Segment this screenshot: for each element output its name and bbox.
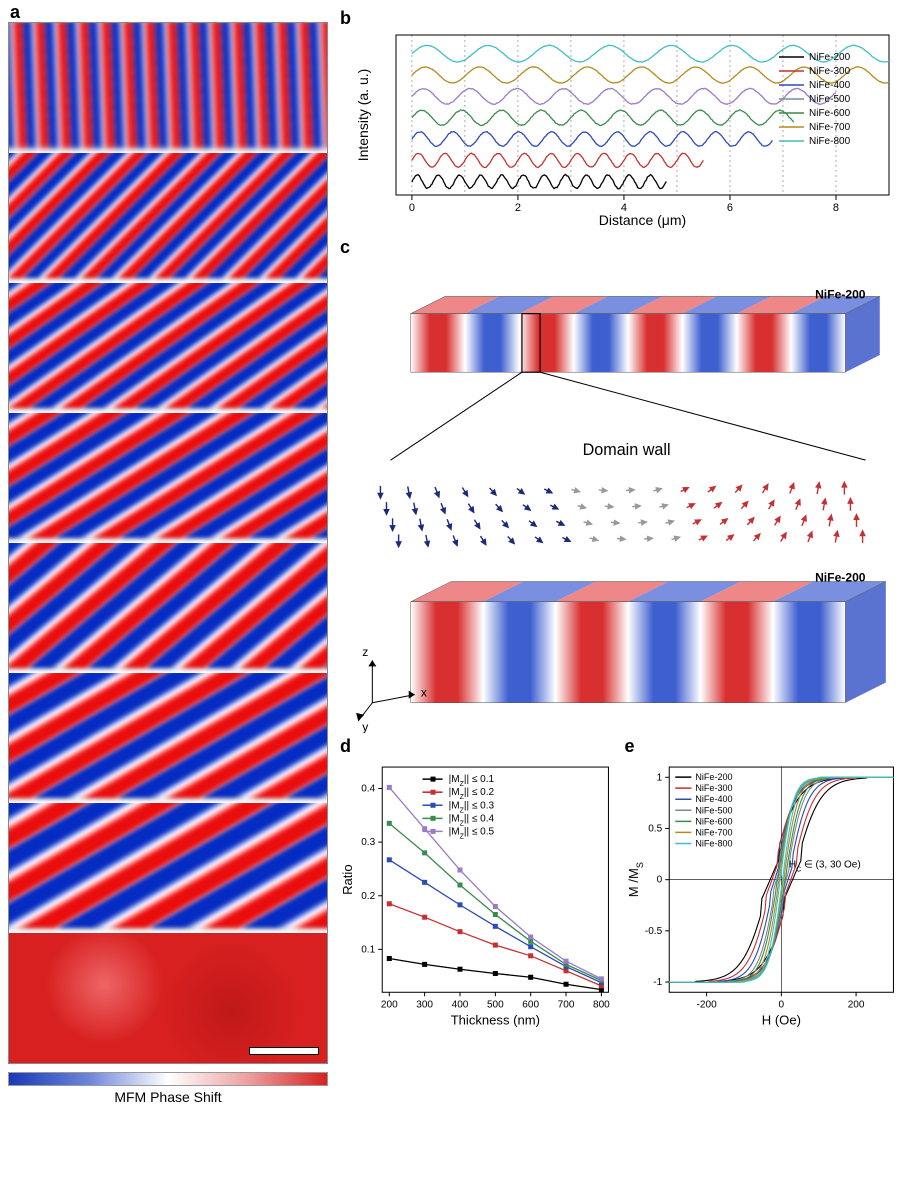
panel-a: a NiFe-200NiFe-300NiFe-400NiFe-500NiFe-6…	[8, 8, 328, 1105]
svg-text:Intensity (a. u.): Intensity (a. u.)	[355, 69, 371, 162]
colorbar-wrap: MFM Phase Shift	[8, 1072, 328, 1105]
svg-text:Thickness (nm): Thickness (nm)	[451, 1012, 540, 1027]
mfm-image-under-m	[9, 933, 327, 1063]
panel-c: c NiFe-200Domain wallNiFe-200xyz	[340, 237, 901, 728]
svg-text:0.4: 0.4	[361, 784, 375, 795]
svg-text:|MZ|| ≤ 0.2: |MZ|| ≤ 0.2	[449, 787, 495, 801]
panel-c-label: c	[340, 237, 350, 257]
right-column: b 02468Distance (μm)Intensity (a. u.)NiF…	[340, 8, 901, 1105]
svg-text:M /MS: M /MS	[626, 862, 645, 897]
chart-b: 02468Distance (μm)Intensity (a. u.)NiFe-…	[352, 29, 901, 229]
mfm-image	[9, 283, 327, 409]
svg-text:NiFe-200: NiFe-200	[695, 772, 732, 782]
svg-text:0: 0	[409, 202, 415, 214]
svg-text:400: 400	[452, 999, 469, 1010]
svg-text:Ratio: Ratio	[340, 864, 355, 895]
panel-e: e -200 0 200 -1 -0.5 0 0.5 1 H (Oe) M /MS NiFe-200…	[625, 736, 902, 1027]
svg-text:800: 800	[593, 999, 610, 1010]
svg-text:NiFe-200: NiFe-200	[815, 287, 866, 301]
svg-text:200: 200	[381, 999, 398, 1010]
svg-text:0.2: 0.2	[361, 891, 375, 902]
panel-d-label: d	[340, 736, 351, 756]
svg-text:0.1: 0.1	[361, 944, 375, 955]
svg-text:2: 2	[515, 202, 521, 214]
svg-text:500: 500	[487, 999, 504, 1010]
svg-text:NiFe-600: NiFe-600	[695, 816, 732, 826]
svg-text:8: 8	[833, 202, 839, 214]
svg-text:700: 700	[558, 999, 575, 1010]
svg-text:NiFe-600: NiFe-600	[809, 108, 851, 119]
svg-text:-1: -1	[653, 977, 662, 988]
svg-text:|MZ|| ≤ 0.4: |MZ|| ≤ 0.4	[449, 813, 495, 827]
svg-text:NiFe-400: NiFe-400	[695, 794, 732, 804]
panel-c-diagram: NiFe-200Domain wallNiFe-200xyz	[340, 258, 901, 728]
svg-text:|MZ|| ≤ 0.3: |MZ|| ≤ 0.3	[449, 800, 495, 814]
svg-text:NiFe-200: NiFe-200	[809, 52, 851, 63]
mfm-image-stack: NiFe-200NiFe-300NiFe-400NiFe-500NiFe-600…	[8, 22, 328, 1064]
svg-text:|MZ|| ≤ 0.5: |MZ|| ≤ 0.5	[449, 826, 495, 840]
panels-d-e-row: d 200 300 400 500 600 700 800 0.1 0.2 0.3 0.4 Thick…	[340, 736, 901, 1027]
mfm-image	[9, 803, 327, 929]
svg-text:NiFe-700: NiFe-700	[809, 122, 851, 133]
svg-text:NiFe-800: NiFe-800	[695, 838, 732, 848]
svg-text:|MZ|| ≤ 0.1: |MZ|| ≤ 0.1	[449, 774, 495, 788]
svg-text:6: 6	[727, 202, 733, 214]
svg-text:NiFe-200: NiFe-200	[815, 570, 866, 584]
chart-e: -2000200-1-0.500.51H (Oe)M /MSNiFe-200Ni…	[625, 757, 902, 1027]
svg-text:NiFe-300: NiFe-300	[695, 783, 732, 793]
scale-bar	[249, 1047, 319, 1055]
colorbar-label: MFM Phase Shift	[8, 1089, 328, 1105]
svg-text:Domain wall: Domain wall	[583, 441, 671, 459]
svg-text:200: 200	[847, 999, 864, 1010]
svg-text:NiFe-500: NiFe-500	[695, 805, 732, 815]
colorbar	[8, 1072, 328, 1086]
svg-text:H (Oe): H (Oe)	[761, 1012, 800, 1027]
svg-text:600: 600	[522, 999, 539, 1010]
panel-e-label: e	[625, 736, 635, 756]
panel-d: d 200 300 400 500 600 700 800 0.1 0.2 0.3 0.4 Thick…	[340, 736, 617, 1027]
svg-text:Distance (μm): Distance (μm)	[599, 212, 686, 228]
svg-text:z: z	[362, 645, 368, 659]
svg-text:-0.5: -0.5	[644, 926, 662, 937]
svg-text:0: 0	[778, 999, 784, 1010]
svg-text:0.5: 0.5	[648, 823, 662, 834]
svg-text:1: 1	[656, 772, 662, 783]
svg-text:NiFe-400: NiFe-400	[809, 80, 851, 91]
mfm-image	[9, 153, 327, 279]
svg-text:NiFe-500: NiFe-500	[809, 94, 851, 105]
svg-text:HC ∈ (3, 30 Oe): HC ∈ (3, 30 Oe)	[788, 859, 860, 873]
mfm-image	[9, 673, 327, 799]
svg-text:NiFe-700: NiFe-700	[695, 827, 732, 837]
panel-b-label: b	[340, 8, 351, 28]
svg-text:x: x	[421, 686, 427, 700]
svg-text:y: y	[362, 720, 369, 733]
panel-b: b 02468Distance (μm)Intensity (a. u.)NiF…	[340, 8, 901, 229]
svg-text:NiFe-300: NiFe-300	[809, 66, 851, 77]
svg-text:NiFe-800: NiFe-800	[809, 136, 851, 147]
svg-text:300: 300	[416, 999, 433, 1010]
mfm-image	[9, 23, 327, 149]
mfm-image	[9, 413, 327, 539]
figure-root: a NiFe-200NiFe-300NiFe-400NiFe-500NiFe-6…	[0, 0, 909, 1113]
svg-text:0: 0	[656, 875, 662, 886]
mfm-image	[9, 543, 327, 669]
chart-d: 200 300 400 500 600 700 800 0.1 0.2 0.3 0.4 Thickne…	[340, 757, 617, 1027]
panel-a-label: a	[10, 2, 20, 23]
svg-text:0.3: 0.3	[361, 837, 375, 848]
svg-text:-200: -200	[696, 999, 717, 1010]
